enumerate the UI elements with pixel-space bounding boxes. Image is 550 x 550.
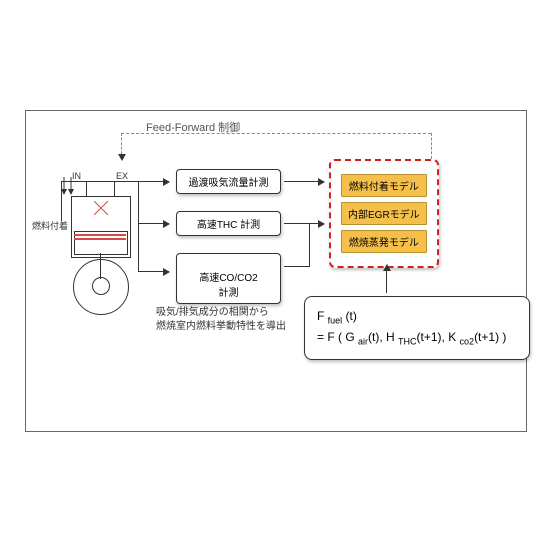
conrod: [100, 253, 101, 279]
formula-box: F fuel (t) = F ( G air(t), H THC(t+1), K…: [304, 296, 530, 360]
g-sub: air: [358, 336, 368, 346]
dash-right: [431, 133, 432, 159]
g-post: (t), H: [368, 330, 398, 344]
conn-coco2-h: [284, 266, 309, 267]
h-post: (t+1), K: [417, 330, 460, 344]
h-sub: THC: [398, 336, 417, 346]
dash-top: [121, 133, 431, 134]
f-sub: fuel: [328, 315, 343, 325]
k-sub: co2: [460, 336, 475, 346]
description: 吸気/排気成分の相関から 燃焼室内燃料挙動特性を導出: [156, 306, 286, 334]
meas-thc: 高速THC 計測: [176, 211, 281, 236]
k-post: (t+1) ): [474, 330, 506, 344]
formula-line1: F fuel (t): [317, 307, 517, 328]
combustion-cross-icon: [94, 201, 108, 215]
dash-left-arrow: [121, 159, 122, 160]
conn-coco2-v: [309, 223, 310, 267]
conn-to-coco2: [138, 271, 169, 272]
crank-inner: [92, 277, 110, 295]
conn-ex-v: [138, 181, 139, 271]
valve-in-stem: [86, 181, 87, 197]
f-post: (t): [342, 309, 357, 323]
label-fuel-attach: 燃料付着: [32, 219, 68, 232]
meas-thc-label: 高速THC 計測: [197, 220, 260, 231]
piston-ring-2: [74, 238, 126, 240]
valve-ex-stem: [114, 181, 115, 197]
conn-to-airflow: [61, 181, 169, 182]
meas-airflow-label: 過渡吸気流量計測: [189, 178, 269, 189]
model-egr: 内部EGRモデル: [341, 202, 427, 225]
label-ex: EX: [116, 171, 128, 181]
meas-coco2: 高速CO/CO2 計測: [176, 253, 281, 304]
piston-ring-1: [74, 234, 126, 236]
formula-line2: = F ( G air(t), H THC(t+1), K co2(t+1) ): [317, 328, 517, 349]
desc-line2: 燃焼室内燃料挙動特性を導出: [156, 321, 286, 332]
conn-thc-to-model: [284, 223, 324, 224]
desc-line1: 吸気/排気成分の相関から: [156, 307, 269, 318]
diagram-canvas: Feed-Forward 制御 IN EX 燃料付着 過渡吸気流量計測 高速TH…: [25, 110, 527, 432]
meas-airflow: 過渡吸気流量計測: [176, 169, 281, 194]
conn-air-to-model: [284, 181, 324, 182]
meas-coco2-label: 高速CO/CO2 計測: [199, 273, 257, 299]
model-group: 燃料付着モデル 内部EGRモデル 燃焼蒸発モデル: [329, 159, 439, 268]
f-pre: F: [317, 309, 328, 323]
conn-formula-to-model: [386, 265, 387, 293]
conn-in-v: [61, 181, 62, 221]
conn-to-thc: [138, 223, 169, 224]
model-fuel-attach: 燃料付着モデル: [341, 174, 427, 197]
f2-pre: = F ( G: [317, 330, 358, 344]
model-evap: 燃焼蒸発モデル: [341, 230, 427, 253]
